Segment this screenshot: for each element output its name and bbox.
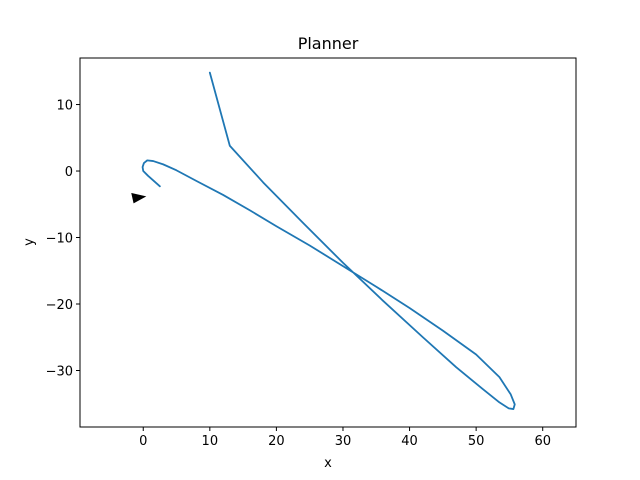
y-tick-label: −10 <box>46 232 73 247</box>
y-axis-ticks: 10 0 −10 −20 −30 <box>46 99 80 379</box>
plot-area: 0 10 20 30 40 50 60 10 0 −10 −20 −30 <box>46 57 577 449</box>
x-axis-ticks: 0 10 20 30 40 50 60 <box>139 427 551 449</box>
marker-layer <box>131 192 147 204</box>
x-tick-label: 60 <box>534 434 551 449</box>
robot-pose-marker <box>131 192 147 204</box>
x-tick-label: 0 <box>139 434 147 449</box>
y-tick-label: −20 <box>46 298 73 313</box>
x-tick-label: 30 <box>335 434 352 449</box>
y-axis-label: y <box>22 238 37 246</box>
series-layer <box>141 71 516 410</box>
trajectory-line <box>141 71 516 410</box>
x-tick-label: 40 <box>401 434 418 449</box>
x-tick-label: 50 <box>468 434 485 449</box>
x-axis-label: x <box>324 456 332 471</box>
x-tick-label: 10 <box>202 434 219 449</box>
y-tick-label: −30 <box>46 364 73 379</box>
y-tick-label: 10 <box>56 99 73 114</box>
chart-title: Planner <box>298 34 359 53</box>
x-tick-label: 20 <box>268 434 285 449</box>
y-tick-label: 0 <box>65 165 73 180</box>
plot-frame <box>79 57 577 428</box>
